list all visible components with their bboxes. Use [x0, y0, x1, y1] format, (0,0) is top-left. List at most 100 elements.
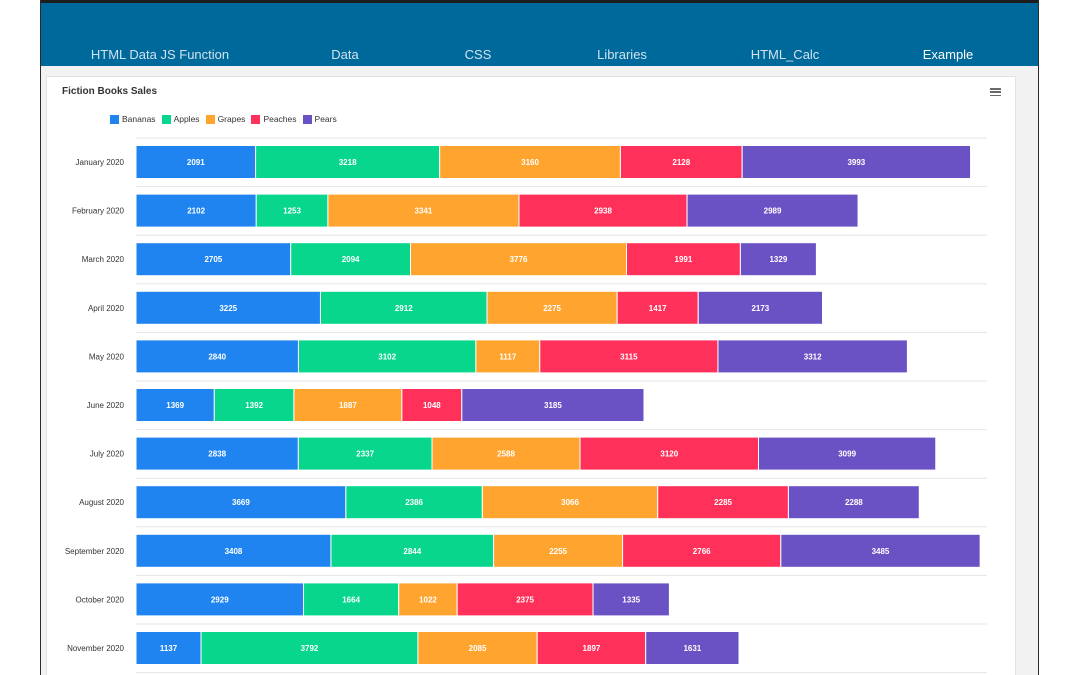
top-nav-bar: HTML Data JS Function Data CSS Libraries… — [41, 0, 1038, 66]
bar-segment-pears[interactable] — [686, 193, 859, 228]
legend-item-pears[interactable]: Pears — [302, 114, 337, 124]
bar-segment-peaches[interactable] — [456, 582, 594, 617]
data-label: 1048 — [423, 401, 441, 410]
data-label: 3669 — [232, 498, 250, 507]
legend-label: Pears — [314, 114, 337, 124]
data-label: 2085 — [469, 644, 487, 653]
data-label: 2938 — [594, 207, 612, 216]
bar-segment-apples[interactable] — [297, 436, 433, 471]
bar-segment-bananas[interactable] — [135, 436, 299, 471]
data-label: 2705 — [204, 255, 222, 264]
data-label: 1117 — [499, 352, 516, 361]
bar-segment-apples[interactable] — [303, 582, 400, 617]
data-label: 3485 — [872, 547, 890, 556]
bar-segment-bananas[interactable] — [135, 290, 321, 325]
bar-segment-pears[interactable] — [739, 242, 817, 277]
bar-segment-apples[interactable] — [213, 388, 295, 422]
data-label: 1329 — [769, 255, 787, 264]
data-label: 3102 — [378, 352, 396, 361]
data-label: 1887 — [339, 401, 357, 410]
bar-segment-pears[interactable] — [592, 582, 670, 617]
legend-swatch — [161, 114, 171, 124]
bar-segment-grapes[interactable] — [486, 290, 618, 325]
bar-segment-bananas[interactable] — [135, 339, 299, 374]
data-label: 3776 — [510, 255, 528, 264]
bar-segment-pears[interactable] — [741, 145, 972, 179]
data-label: 1335 — [622, 595, 640, 604]
bar-segment-bananas[interactable] — [135, 582, 305, 617]
data-label: 1369 — [166, 401, 184, 410]
bar-segment-grapes[interactable] — [493, 533, 624, 568]
bar-segment-bananas[interactable] — [135, 485, 347, 520]
bar-segment-peaches[interactable] — [539, 339, 719, 374]
bar-segment-peaches[interactable] — [401, 388, 463, 422]
chart-plot-area: January 2020 2091 3218 3160 2128 3993 February… — [65, 137, 987, 674]
bar-segment-apples[interactable] — [330, 533, 495, 568]
legend-item-bananas[interactable]: Bananas — [110, 114, 156, 124]
bar-segment-pears[interactable] — [758, 436, 937, 471]
bar-segment-bananas[interactable] — [135, 631, 202, 665]
legend-label: Bananas — [122, 114, 156, 124]
bar-segment-apples[interactable] — [200, 631, 419, 665]
data-label: 3120 — [660, 450, 678, 459]
legend-label: Apples — [173, 114, 200, 124]
data-label: 2255 — [549, 547, 567, 556]
bar-segment-grapes[interactable] — [293, 388, 403, 422]
legend-item-grapes[interactable]: Grapes — [205, 114, 245, 124]
chart-card: Fiction Books Sales Bananas Apples Grapes P… — [46, 76, 1016, 675]
legend-item-apples[interactable]: Apples — [161, 114, 200, 124]
bar-segment-grapes[interactable] — [431, 436, 581, 471]
bar-segment-peaches[interactable] — [657, 485, 789, 520]
bar-segment-grapes[interactable] — [410, 242, 627, 277]
category-label: March 2020 — [82, 255, 125, 264]
bar-segment-pears[interactable] — [697, 290, 824, 325]
bar-segment-apples[interactable] — [290, 242, 412, 277]
data-label: 2844 — [403, 547, 421, 556]
bar-segment-bananas[interactable] — [135, 533, 332, 568]
tab-libraries[interactable]: Libraries — [597, 47, 647, 62]
data-label: 2840 — [208, 352, 226, 361]
data-label: 2102 — [187, 207, 205, 216]
tab-example[interactable]: Example — [922, 47, 974, 62]
bar-segment-grapes[interactable] — [475, 339, 541, 374]
bar-segment-peaches[interactable] — [622, 533, 782, 568]
data-label: 2275 — [543, 304, 561, 313]
bar-segment-grapes[interactable] — [398, 582, 458, 617]
data-label: 3312 — [804, 352, 822, 361]
bar-segment-pears[interactable] — [461, 388, 645, 422]
bar-segment-peaches[interactable] — [625, 242, 741, 277]
category-label: January 2020 — [76, 158, 125, 167]
data-label: 3218 — [339, 158, 357, 167]
bar-segment-peaches[interactable] — [619, 145, 743, 179]
bar-segment-bananas[interactable] — [135, 242, 292, 277]
bar-segment-apples[interactable] — [297, 339, 477, 374]
bar-segment-apples[interactable] — [345, 485, 483, 520]
bar-segment-pears[interactable] — [787, 485, 920, 520]
data-label: 1631 — [683, 644, 701, 653]
tab-css[interactable]: CSS — [464, 47, 492, 62]
data-label: 3160 — [521, 158, 539, 167]
data-label: 3408 — [225, 547, 243, 556]
bar-segment-pears[interactable] — [645, 631, 740, 665]
bar-segment-bananas[interactable] — [135, 388, 215, 422]
tab-html-data-js-function[interactable]: HTML Data JS Function — [90, 47, 230, 62]
hamburger-menu-icon[interactable] — [990, 88, 1001, 97]
legend-item-peaches[interactable]: Peaches — [251, 114, 297, 124]
bar-segment-bananas[interactable] — [135, 193, 257, 228]
data-label: 1897 — [583, 644, 601, 653]
data-label: 1253 — [283, 207, 301, 216]
bar-segment-apples[interactable] — [319, 290, 488, 325]
data-label: 2094 — [342, 255, 360, 264]
data-label: 1392 — [245, 401, 263, 410]
bar-segment-apples[interactable] — [255, 193, 329, 228]
bar-segment-grapes[interactable] — [417, 631, 538, 665]
category-label: August 2020 — [79, 498, 124, 507]
legend-swatch — [251, 114, 261, 124]
bar-segment-pears[interactable] — [780, 533, 981, 568]
bar-segment-grapes[interactable] — [481, 485, 659, 520]
bar-segment-peaches[interactable] — [518, 193, 688, 228]
data-label: 2838 — [208, 450, 226, 459]
tab-data[interactable]: Data — [331, 47, 359, 62]
tab-html-calc[interactable]: HTML_Calc — [750, 47, 820, 62]
bar-segment-pears[interactable] — [717, 339, 908, 374]
